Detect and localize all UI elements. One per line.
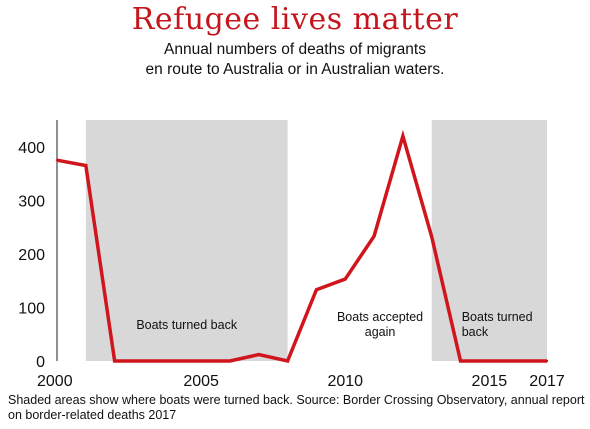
y-tick-label: 0 (36, 354, 45, 371)
chart-subtitle-line-2: en route to Australia or in Australian w… (145, 61, 445, 78)
data-point (516, 359, 520, 363)
x-tick-label: 2017 (529, 373, 565, 390)
data-point (142, 359, 145, 363)
y-tick-label: 200 (18, 247, 45, 264)
data-point (228, 359, 232, 363)
data-point (286, 359, 289, 363)
chart-caption: Shaded areas show where boats were turne… (8, 393, 585, 422)
data-point (171, 359, 174, 363)
x-tick-label: 2015 (472, 373, 508, 390)
x-tick-label: 2000 (37, 373, 73, 390)
data-point (372, 235, 376, 238)
shaded-region-label: Boats turned back (136, 318, 238, 332)
y-tick-label: 100 (18, 300, 45, 317)
shaded-region-label: back (462, 325, 489, 339)
chart-subtitle-line-1: Annual numbers of deaths of migrants (164, 41, 426, 58)
data-point (257, 353, 260, 356)
data-point (430, 235, 433, 238)
data-point (401, 134, 405, 138)
shaded-region-label: Boats turned (462, 310, 533, 324)
shaded-region-1 (85, 120, 288, 361)
x-tick-label: 2010 (327, 373, 363, 390)
y-tick-label: 400 (18, 140, 45, 157)
data-point (459, 359, 462, 363)
data-point (315, 288, 318, 291)
annotation-label: again (365, 325, 396, 339)
data-point (488, 359, 491, 363)
data-point (545, 359, 549, 363)
data-point (84, 164, 88, 167)
series-line (55, 129, 549, 364)
x-tick-label: 2005 (183, 373, 219, 390)
chart-title: Refugee lives matter (131, 2, 459, 37)
annotation-label: Boats accepted (337, 310, 423, 324)
data-point (344, 277, 347, 281)
line-chart: 0 100 200 300 400 2000 2005 2010 2015 2017 Boats … (18, 120, 565, 390)
shaded-region-2 (431, 120, 547, 361)
series-line-deaths (56, 129, 547, 364)
data-point (113, 359, 116, 363)
data-point (55, 158, 59, 162)
data-point (199, 359, 203, 363)
y-tick-label: 300 (18, 193, 45, 210)
